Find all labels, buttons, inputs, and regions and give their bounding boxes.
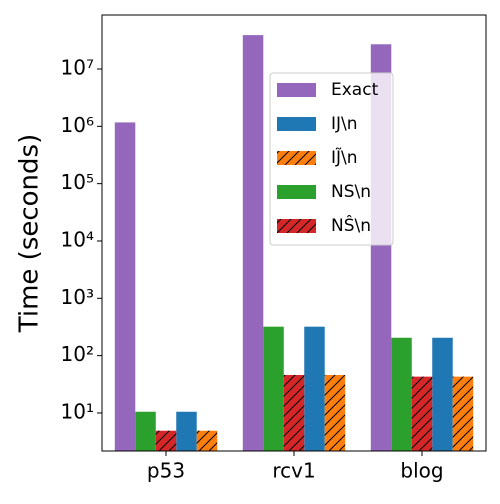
y-tick-label: 10⁶ [61, 113, 94, 137]
bar [135, 411, 156, 451]
legend-swatch [277, 83, 316, 97]
y-tick-label: 10⁵ [61, 170, 94, 194]
y-axis-label: Time (seconds) [15, 134, 45, 333]
bar-hatch [411, 376, 433, 451]
bar [242, 35, 264, 452]
y-tick-label: 10⁴ [61, 227, 94, 251]
legend-label: IJ̃\n [331, 147, 358, 168]
legend-swatch [277, 117, 316, 131]
legend-label: NS\n [331, 182, 371, 202]
legend-hatch [277, 219, 316, 233]
x-tick-label: p53 [147, 459, 185, 483]
bar-hatch [452, 376, 474, 451]
y-tick-label: 10¹ [61, 399, 94, 423]
y-tick-label: 10² [61, 342, 94, 366]
bar-hatch [283, 374, 305, 451]
legend-swatch [277, 185, 316, 199]
legend-box [269, 72, 394, 246]
x-tick-label: rcv1 [272, 459, 315, 483]
x-tick-label: blog [400, 459, 443, 483]
bar [432, 337, 453, 451]
legend-label: Exact [331, 80, 379, 100]
legend-label: IJ\n [331, 114, 358, 134]
bar [176, 411, 197, 451]
bar [304, 326, 325, 451]
bar [114, 122, 136, 451]
bar [263, 326, 284, 451]
bar [391, 337, 412, 451]
bar-hatch [324, 374, 346, 451]
legend-label: NŜ\n [331, 214, 371, 236]
bar-hatch [196, 430, 218, 451]
bar-hatch [155, 430, 177, 451]
y-tick-label: 10⁷ [61, 56, 94, 80]
axes-frame [101, 14, 487, 452]
y-tick-label: 10³ [61, 285, 94, 309]
legend-hatch [277, 151, 316, 165]
